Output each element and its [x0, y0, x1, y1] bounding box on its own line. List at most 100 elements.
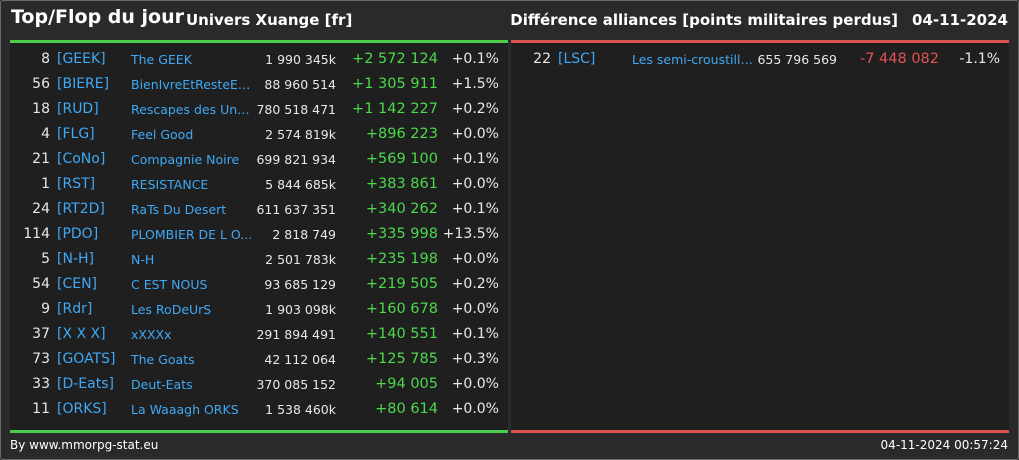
alliance-rank: 37 — [32, 326, 50, 342]
alliance-row: 4 [FLG] Feel Good 2 574 819k +896 223 +0.0% — [10, 123, 508, 148]
alliance-points: 88 960 514 — [264, 77, 336, 92]
flop-panel: 22 [LSC] Les semi-croustilla... 655 796 569… — [511, 40, 1009, 433]
alliance-name-link[interactable]: RESISTANCE — [131, 177, 209, 192]
alliance-name-link[interactable]: C EST NOUS — [131, 277, 208, 292]
alliance-row: 24 [RT2D] RaTs Du Desert 611 637 351 +340 26… — [10, 198, 508, 223]
alliance-points: 2 818 749 — [272, 227, 336, 242]
footer-timestamp: 04-11-2024 00:57:24 — [880, 438, 1008, 452]
alliance-name-link[interactable]: Deut-Eats — [131, 377, 193, 392]
alliance-percent: +1.5% — [451, 76, 499, 92]
alliance-tag-link[interactable]: [LSC] — [558, 51, 596, 67]
alliance-rank: 114 — [23, 226, 50, 242]
alliance-percent: +0.0% — [451, 176, 499, 192]
alliance-percent: +0.2% — [451, 276, 499, 292]
alliance-points: 5 844 685k — [265, 177, 336, 192]
alliance-rank: 4 — [41, 126, 50, 142]
universe-label: Univers Xuange [fr] — [186, 11, 353, 29]
alliance-points: 1 903 098k — [265, 302, 336, 317]
alliance-row: 37 [X X X] xXXXx 291 894 491 +140 551 +0.1% — [10, 323, 508, 348]
alliance-name-link[interactable]: Feel Good — [131, 127, 194, 142]
alliance-diff: +1 142 227 — [352, 101, 438, 117]
alliance-diff: +896 223 — [365, 126, 438, 142]
alliance-points: 655 796 569 — [757, 52, 837, 67]
alliance-rank: 18 — [32, 101, 50, 117]
alliance-name-link[interactable]: N-H — [131, 252, 155, 267]
alliance-name-link[interactable]: xXXXx — [131, 327, 172, 342]
alliance-diff: +569 100 — [365, 151, 438, 167]
alliance-name-link[interactable]: RaTs Du Desert — [131, 202, 227, 217]
alliance-name-link[interactable]: Compagnie Noire — [131, 152, 240, 167]
alliance-name-link[interactable]: Rescapes des Univ... — [131, 102, 253, 117]
alliance-row: 56 [BIERE] BienIvreEtResteECU 88 960 514 +1 … — [10, 73, 508, 98]
alliance-percent: +0.2% — [451, 101, 499, 117]
alliance-diff: +235 198 — [365, 251, 438, 267]
alliance-row: 21 [CoNo] Compagnie Noire 699 821 934 +569 1… — [10, 148, 508, 173]
alliance-rank: 24 — [32, 201, 50, 217]
alliance-points: 611 637 351 — [256, 202, 336, 217]
alliance-row: 22 [LSC] Les semi-croustilla... 655 796 569… — [511, 48, 1009, 73]
alliance-points: 1 538 460k — [265, 402, 336, 417]
alliance-tag-link[interactable]: [Rdr] — [57, 301, 93, 317]
alliance-rank: 9 — [41, 301, 50, 317]
alliance-percent: +0.1% — [451, 201, 499, 217]
alliance-percent: +0.3% — [451, 351, 499, 367]
alliance-tag-link[interactable]: [RST] — [57, 176, 96, 192]
alliance-tag-link[interactable]: [GEEK] — [57, 51, 106, 67]
alliance-points: 42 112 064 — [264, 352, 336, 367]
alliance-tag-link[interactable]: [GOATS] — [57, 351, 116, 367]
alliance-row: 5 [N-H] N-H 2 501 783k +235 198 +0.0% — [10, 248, 508, 273]
alliance-row: 33 [D-Eats] Deut-Eats 370 085 152 +94 005 +0.… — [10, 373, 508, 398]
alliance-percent: +13.5% — [442, 226, 499, 242]
alliance-rank: 56 — [32, 76, 50, 92]
alliance-name-link[interactable]: The GEEK — [131, 52, 192, 67]
alliance-row: 54 [CEN] C EST NOUS 93 685 129 +219 505 +0.2% — [10, 273, 508, 298]
alliance-percent: +0.1% — [451, 51, 499, 67]
alliance-points: 370 085 152 — [256, 377, 336, 392]
alliance-percent: +0.0% — [451, 301, 499, 317]
alliance-percent: +0.1% — [451, 326, 499, 342]
alliance-diff: +94 005 — [375, 376, 438, 392]
alliance-tag-link[interactable]: [PDO] — [57, 226, 99, 242]
top-panel: 8 [GEEK] The GEEK 1 990 345k +2 572 124 +0.1%… — [10, 40, 508, 433]
alliance-rank: 54 — [32, 276, 50, 292]
alliance-name-link[interactable]: The Goats — [131, 352, 195, 367]
alliance-tag-link[interactable]: [D-Eats] — [57, 376, 114, 392]
alliance-diff: -7 448 082 — [859, 51, 939, 67]
alliance-percent: -1.1% — [959, 51, 1000, 67]
alliance-rank: 73 — [32, 351, 50, 367]
alliance-rank: 8 — [41, 51, 50, 67]
alliance-tag-link[interactable]: [ORKS] — [57, 401, 107, 417]
alliance-rank: 33 — [32, 376, 50, 392]
alliance-points: 2 501 783k — [265, 252, 336, 267]
alliance-tag-link[interactable]: [BIERE] — [57, 76, 110, 92]
page-title: Top/Flop du jour — [11, 6, 184, 28]
alliance-points: 2 574 819k — [265, 127, 336, 142]
alliance-percent: +0.0% — [451, 251, 499, 267]
alliance-name-link[interactable]: PLOMBIER DE L O... — [131, 227, 253, 242]
footer-credit[interactable]: By www.mmorpg-stat.eu — [10, 438, 159, 452]
alliance-tag-link[interactable]: [X X X] — [57, 326, 106, 342]
alliance-name-link[interactable]: La Waaagh ORKS — [131, 402, 239, 417]
alliance-tag-link[interactable]: [CoNo] — [57, 151, 106, 167]
alliance-percent: +0.1% — [451, 151, 499, 167]
alliance-row: 18 [RUD] Rescapes des Univ... 780 518 471 +1… — [10, 98, 508, 123]
alliance-name-link[interactable]: Les semi-croustilla... — [632, 52, 754, 67]
alliance-name-link[interactable]: Les RoDeUrS — [131, 302, 212, 317]
alliance-tag-link[interactable]: [RUD] — [57, 101, 99, 117]
alliance-percent: +0.0% — [451, 376, 499, 392]
alliance-diff: +1 305 911 — [352, 76, 438, 92]
alliance-points: 699 821 934 — [256, 152, 336, 167]
alliance-diff: +335 998 — [365, 226, 438, 242]
alliance-diff: +125 785 — [365, 351, 438, 367]
alliance-row: 11 [ORKS] La Waaagh ORKS 1 538 460k +80 614 +… — [10, 398, 508, 423]
alliance-row: 9 [Rdr] Les RoDeUrS 1 903 098k +160 678 +0.0% — [10, 298, 508, 323]
alliance-diff: +160 678 — [365, 301, 438, 317]
alliance-points: 291 894 491 — [256, 327, 336, 342]
alliance-tag-link[interactable]: [CEN] — [57, 276, 98, 292]
alliance-tag-link[interactable]: [N-H] — [57, 251, 94, 267]
alliance-rank: 5 — [41, 251, 50, 267]
alliance-name-link[interactable]: BienIvreEtResteECU — [131, 77, 253, 92]
alliance-row: 114 [PDO] PLOMBIER DE L O... 2 818 749 +335 … — [10, 223, 508, 248]
alliance-tag-link[interactable]: [FLG] — [57, 126, 95, 142]
alliance-tag-link[interactable]: [RT2D] — [57, 201, 105, 217]
